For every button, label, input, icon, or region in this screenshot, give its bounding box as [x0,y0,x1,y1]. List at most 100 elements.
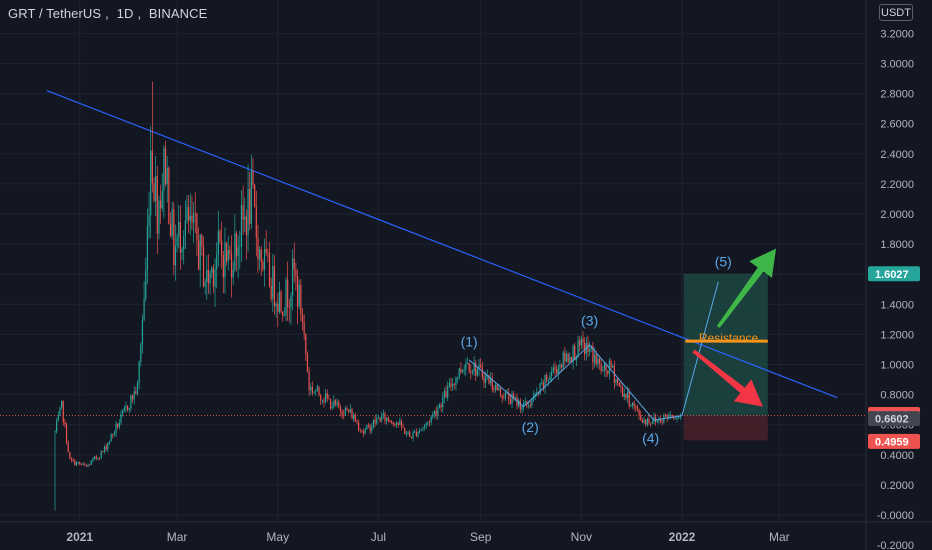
candle-body [59,407,61,416]
price-tick-label: 2.4000 [880,149,914,161]
candle-body [371,426,373,432]
candle-body [127,406,129,410]
candle-body [600,363,602,372]
wave-label: (3) [581,312,598,328]
candle-body [471,371,474,373]
candle-body [328,398,330,400]
candle-body [113,432,115,435]
candle-body [668,414,670,418]
candle-body [267,252,269,254]
candle-body [442,397,444,408]
candle-body [235,233,238,257]
candle-body [503,398,505,399]
candle-body [529,405,531,407]
candle-body [77,462,79,463]
candle-body [179,221,181,253]
candle-body [400,420,403,427]
candle-body [141,319,144,345]
candle-body [521,406,523,410]
candles [54,81,681,511]
price-tick-label: 3.2000 [880,28,914,40]
candle-body [204,282,206,287]
candle-body [514,397,516,399]
time-tick-label: Mar [769,530,790,544]
symbol-title[interactable]: GRT / TetherUS, 1D, BINANCE [8,6,208,21]
candle-body [574,345,576,361]
candle-body [90,460,92,465]
candle-body [247,189,249,236]
candle-body [135,391,137,394]
symbol-exchange: BINANCE [148,6,208,21]
price-tick-label: 3.0000 [880,59,914,71]
candle-body [146,226,148,271]
symbol-interval: 1D [116,6,134,21]
candle-body [221,241,223,256]
candle-body [404,427,406,434]
candle-body [257,237,259,260]
candle-body [580,338,582,346]
candle-body [117,423,119,428]
candle-body [539,383,541,394]
candle-body [412,432,414,439]
price-tick-label: 1.2000 [880,329,914,341]
candle-body [120,413,122,423]
candle-body [216,254,218,270]
candle-body [443,391,445,398]
candle-body [640,414,642,421]
candle-body [387,417,389,421]
candle-body [131,395,134,400]
arrow-down [692,349,763,407]
candle-body [125,406,127,408]
candle-body [65,424,68,443]
candle-body [343,414,345,416]
currency-button[interactable]: USDT [879,4,913,21]
candle-body [541,382,543,384]
candle-body [240,205,243,247]
candle-body [488,375,490,384]
time-tick-label: Mar [167,530,188,544]
price-tick-label: -0.2000 [877,540,914,550]
candle-body [336,402,338,405]
price-badge-text: 0.4959 [875,436,909,448]
candle-body [666,415,668,418]
candle-body [376,418,378,424]
candle-body [283,315,285,316]
candle-body [589,348,591,352]
candle-body [354,415,356,422]
candle-body [285,279,287,316]
candle-body [148,215,150,227]
candle-body [673,417,675,419]
candle-body [318,386,320,395]
price-badge-text: 1.6027 [875,269,909,281]
candle-body [524,401,526,403]
candle-body [504,392,507,399]
arrow-up [716,248,777,328]
candle-body [499,387,502,396]
candle-body [227,250,229,262]
descending-trendline [46,90,838,399]
candle-body [450,383,452,387]
candle-body [433,410,436,414]
candle-body [201,234,203,247]
candle-body [234,233,236,270]
candle-body [164,148,167,185]
candle-body [254,184,256,207]
candle-body [136,382,139,394]
candle-body [374,420,376,424]
resistance-label: Resistance [699,331,759,345]
candle-body [310,386,312,391]
candle-body [496,384,498,391]
candle-body [508,392,510,400]
candle-body [282,311,284,316]
candle-body [584,342,586,355]
price-tick-label: 2.6000 [880,119,914,131]
candle-body [490,378,492,384]
candle-body [156,176,158,234]
candle-body [559,364,561,368]
candle-body [212,267,214,287]
candle-body [344,407,346,416]
candle-body [174,245,177,266]
candle-body [579,340,581,346]
